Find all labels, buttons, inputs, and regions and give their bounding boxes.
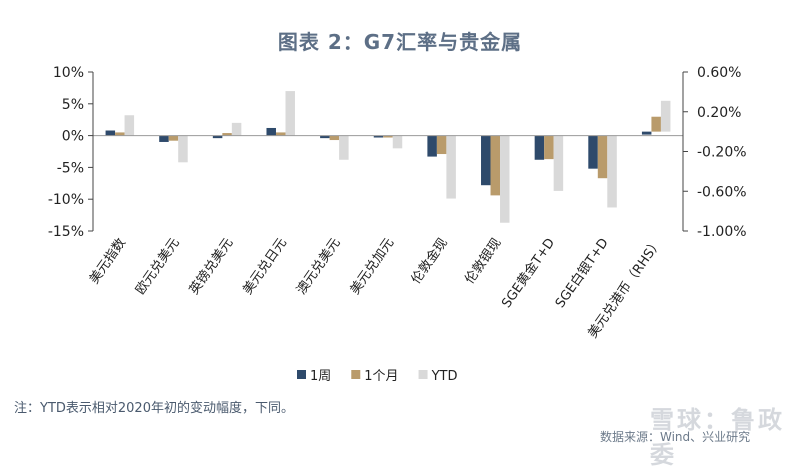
y-tick-label-right: -0.20% <box>697 145 747 161</box>
bar <box>178 135 188 163</box>
bar <box>597 135 608 179</box>
chart-title: 图表 2：G7汇率与贵金属 <box>277 30 523 54</box>
source-text: 数据来源：Wind、兴业研究 <box>600 430 751 444</box>
bar <box>383 135 393 138</box>
bar <box>329 135 340 141</box>
x-tick-label: 欧元兑美元 <box>133 236 183 298</box>
bar <box>124 115 135 136</box>
x-tick-label: 美元兑日元 <box>240 236 290 298</box>
legend-label: YTD <box>431 369 458 384</box>
bar <box>436 135 447 155</box>
x-tick-label: SGE白银T+D <box>552 235 612 311</box>
y-tick-label-right: -1.00% <box>697 224 747 240</box>
legend-swatch <box>297 370 306 379</box>
bar <box>588 135 598 169</box>
chart-note: 注：YTD表示相对2020年初的变动幅度，下同。 <box>14 401 294 416</box>
bar <box>392 135 403 149</box>
bar <box>446 135 456 199</box>
x-tick-label: 美元指数 <box>87 236 129 287</box>
y-tick-label-right: 0.20% <box>697 105 741 121</box>
bar <box>660 100 671 132</box>
bar <box>115 132 125 136</box>
bar <box>285 91 295 136</box>
bar <box>544 135 554 160</box>
bar <box>373 135 384 138</box>
x-tick-label: 英镑兑美元 <box>186 235 236 297</box>
bar <box>222 133 232 136</box>
x-tick-label: SGE黄金T+D <box>498 235 558 311</box>
y-tick-label-right: -0.60% <box>697 184 747 200</box>
y-tick-label-left: 0% <box>62 129 84 145</box>
bar <box>651 116 661 132</box>
legend-swatch <box>418 370 428 379</box>
x-tick-label: 美元兑加元 <box>348 236 398 298</box>
bar <box>500 135 510 223</box>
bar <box>534 135 545 160</box>
bar <box>490 135 501 196</box>
y-tick-label-left: 10% <box>53 65 84 81</box>
bar <box>553 135 564 191</box>
legend: 1周 1个月 YTD <box>297 369 457 384</box>
bar-chart: 10% 5% 0% -5% -10% -15% 0.60% 0.20% -0.20% -0.60%… <box>48 65 747 384</box>
bar <box>168 135 179 141</box>
y-tick-label-right: 0.60% <box>697 65 741 81</box>
legend-label: 1周 <box>310 369 331 384</box>
bar <box>266 127 276 136</box>
legend-label: 1个月 <box>364 369 398 384</box>
bar <box>159 135 169 142</box>
bar <box>481 135 491 186</box>
y-tick-label-left: -10% <box>48 192 84 208</box>
x-tick-label: 澳元兑美元 <box>293 235 343 297</box>
bar <box>105 130 116 136</box>
legend-swatch <box>351 370 361 379</box>
x-tick-label: 伦敦金现 <box>408 235 451 287</box>
bar <box>339 135 349 160</box>
y-tick-label-left: 5% <box>62 97 84 113</box>
y-tick-label-left: -15% <box>48 224 84 240</box>
bar <box>320 135 330 139</box>
x-tick-label: 伦敦银现 <box>462 235 505 287</box>
bar <box>212 135 223 139</box>
bar <box>231 122 242 136</box>
y-tick-label-left: -5% <box>57 160 84 176</box>
bar <box>275 132 286 136</box>
bar <box>607 135 617 208</box>
bar <box>427 135 437 157</box>
bar <box>641 131 652 135</box>
